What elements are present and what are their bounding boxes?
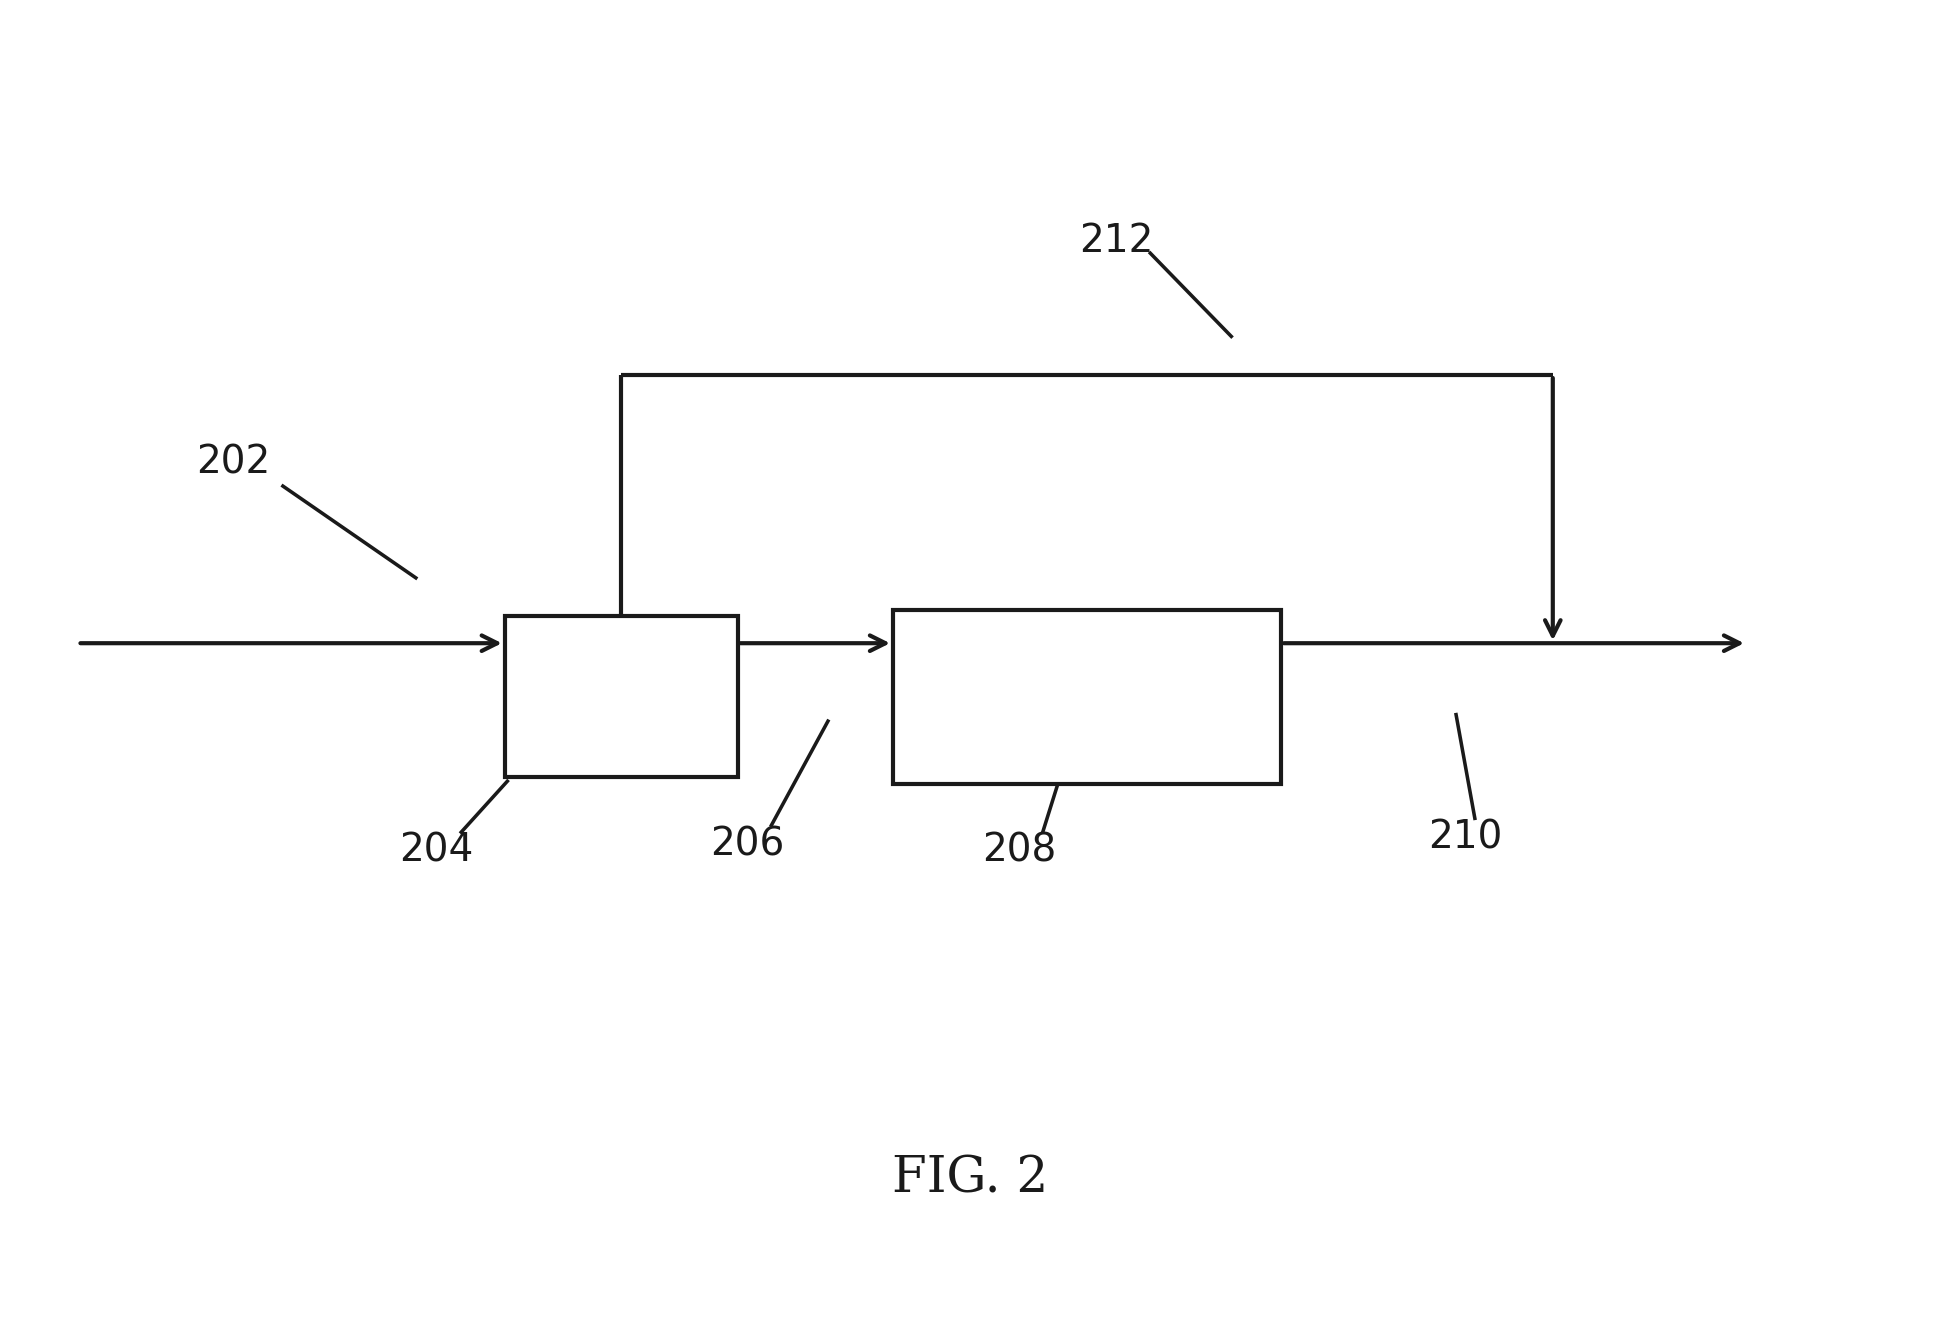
Text: 204: 204 — [400, 832, 474, 870]
Text: FIG. 2: FIG. 2 — [893, 1155, 1048, 1203]
Text: 202: 202 — [196, 444, 270, 481]
Text: 206: 206 — [710, 825, 784, 863]
Text: 208: 208 — [982, 832, 1056, 870]
Text: 212: 212 — [1079, 222, 1153, 260]
Text: 210: 210 — [1429, 819, 1502, 856]
Bar — [505, 616, 738, 777]
Bar — [893, 610, 1281, 784]
